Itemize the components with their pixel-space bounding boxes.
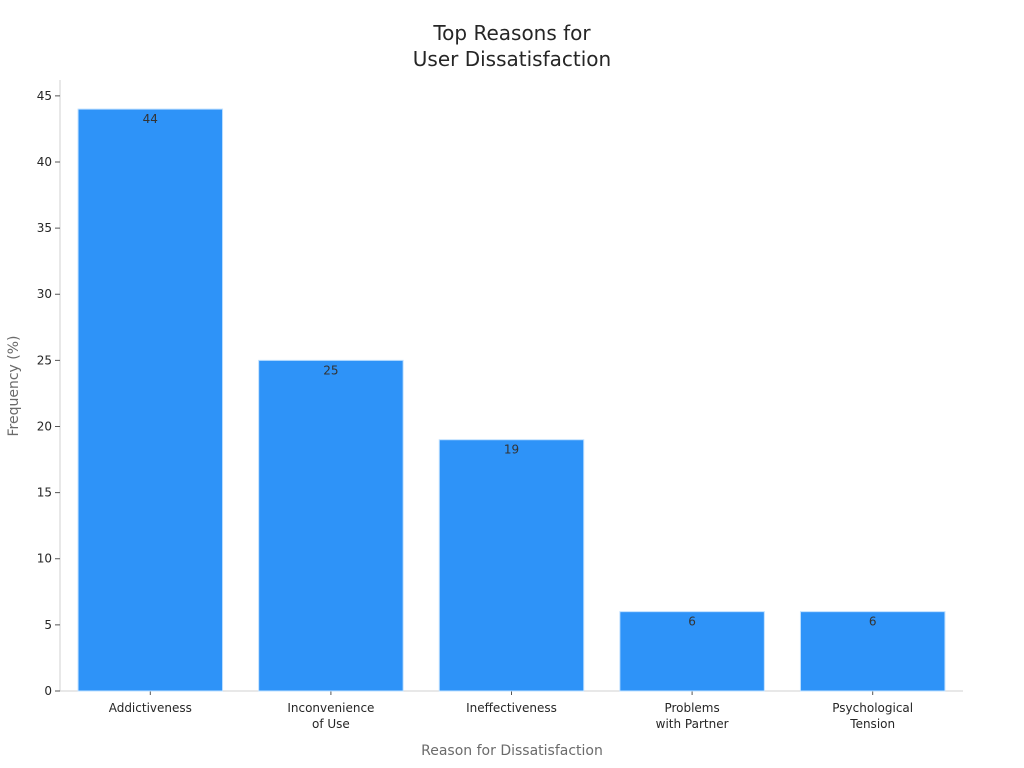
y-tick-label: 5 (44, 618, 52, 632)
bar (77, 108, 224, 692)
x-tick-label: Addictiveness (109, 701, 192, 715)
bars (77, 108, 946, 692)
x-tick-label: Ineffectiveness (466, 701, 557, 715)
bar-value-label: 19 (504, 443, 519, 457)
y-tick-label: 45 (37, 89, 52, 103)
x-axis-title: Reason for Dissatisfaction (421, 743, 603, 759)
x-tick-label: Psychological Tension (832, 701, 913, 731)
bar (258, 359, 404, 692)
x-tick-label-line: Psychological (832, 701, 913, 715)
y-tick-label: 40 (37, 155, 52, 169)
bar-value-label: 44 (143, 112, 158, 126)
y-tick-label: 35 (37, 221, 52, 235)
x-tick-label-line: Inconvenience (287, 701, 374, 715)
bar (438, 439, 585, 692)
x-tick-label-line: Tension (849, 717, 895, 731)
x-tick-label-line: Problems (664, 701, 719, 715)
y-tick-label: 15 (37, 486, 52, 500)
x-tick-label-line: with Partner (656, 717, 729, 731)
x-tick-label: Problems with Partner (656, 701, 729, 731)
y-tick-label: 0 (44, 684, 52, 698)
bar-value-label: 25 (323, 363, 338, 377)
x-tick-label: Inconvenience of Use (287, 701, 374, 731)
y-tick-label: 30 (37, 287, 52, 301)
bar-value-label: 6 (869, 615, 877, 629)
y-tick-label: 10 (37, 552, 52, 566)
chart-title-line-2: User Dissatisfaction (413, 47, 611, 71)
bar-value-label: 6 (688, 615, 696, 629)
x-tick-label-line: Addictiveness (109, 701, 192, 715)
x-tick-label-line: of Use (312, 717, 350, 731)
x-axis (60, 690, 963, 695)
y-axis-title: Frequency (%) (6, 335, 22, 436)
x-tick-labels: Addictiveness Inconvenience of Use Ineffect… (109, 701, 913, 731)
bar-labels: 44 25 19 6 6 (143, 112, 877, 629)
y-tick-label: 20 (37, 419, 52, 433)
y-tick-label: 25 (37, 353, 52, 367)
chart-title-line-1: Top Reasons for (432, 21, 591, 45)
bar (619, 611, 765, 692)
bar (799, 611, 946, 692)
y-axis: 0 5 10 15 20 25 30 35 40 45 (37, 80, 61, 698)
x-tick-label-line: Ineffectiveness (466, 701, 557, 715)
